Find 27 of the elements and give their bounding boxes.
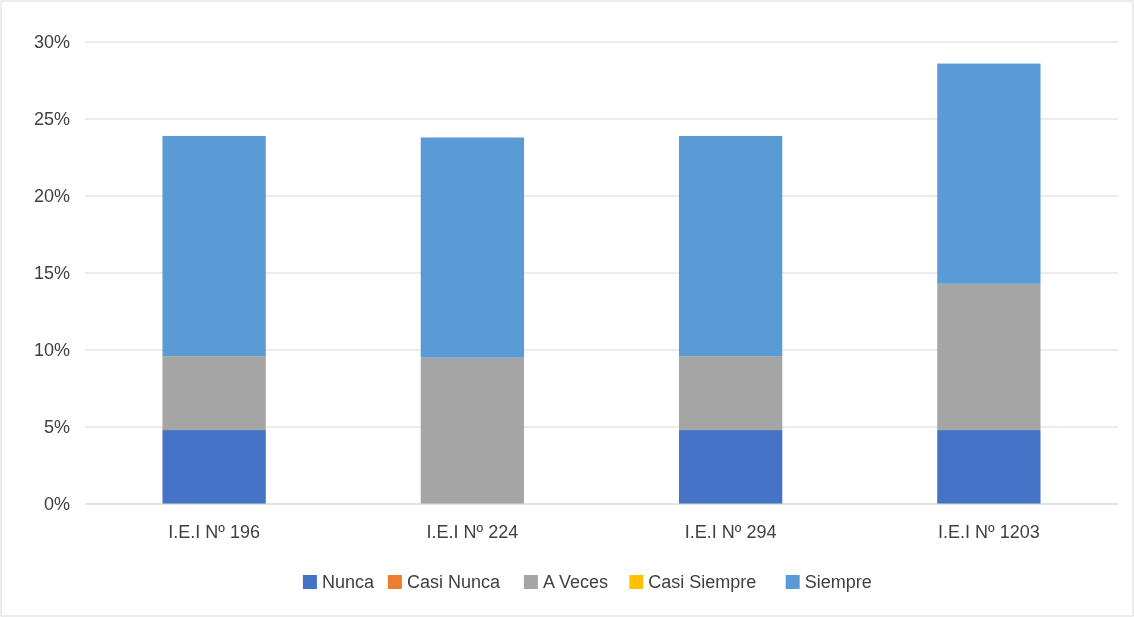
bar — [162, 430, 266, 504]
bar — [420, 137, 525, 358]
legend-label: Siempre — [804, 572, 872, 593]
y-tick-label: 20% — [33, 186, 70, 207]
x-tick-label: I.E.I Nº 294 — [684, 522, 777, 542]
y-tick-label: 5% — [43, 417, 70, 438]
x-tick-label: I.E.I Nº 1203 — [938, 522, 1040, 542]
bar — [937, 430, 1041, 504]
legend-label: Casi Siempre — [648, 572, 757, 593]
bar — [420, 357, 525, 504]
legend-label: Casi Nunca — [406, 572, 501, 593]
legend-label: Nunca — [321, 572, 375, 593]
bar — [937, 283, 1041, 431]
bar — [937, 63, 1041, 284]
legend-label: A Veces — [542, 572, 608, 593]
y-tick-label: 25% — [33, 109, 70, 130]
y-tick-label: 30% — [33, 32, 70, 53]
bar — [678, 356, 783, 431]
bar — [162, 135, 266, 357]
y-tick-label: 15% — [33, 263, 70, 284]
x-tick-label: I.E.I Nº 196 — [168, 522, 260, 542]
bar — [678, 135, 783, 357]
bar — [162, 356, 266, 431]
bar — [678, 430, 783, 504]
y-tick-label: 10% — [33, 340, 70, 361]
x-tick-label: I.E.I Nº 224 — [426, 522, 519, 542]
y-tick-label: 0% — [43, 494, 70, 515]
